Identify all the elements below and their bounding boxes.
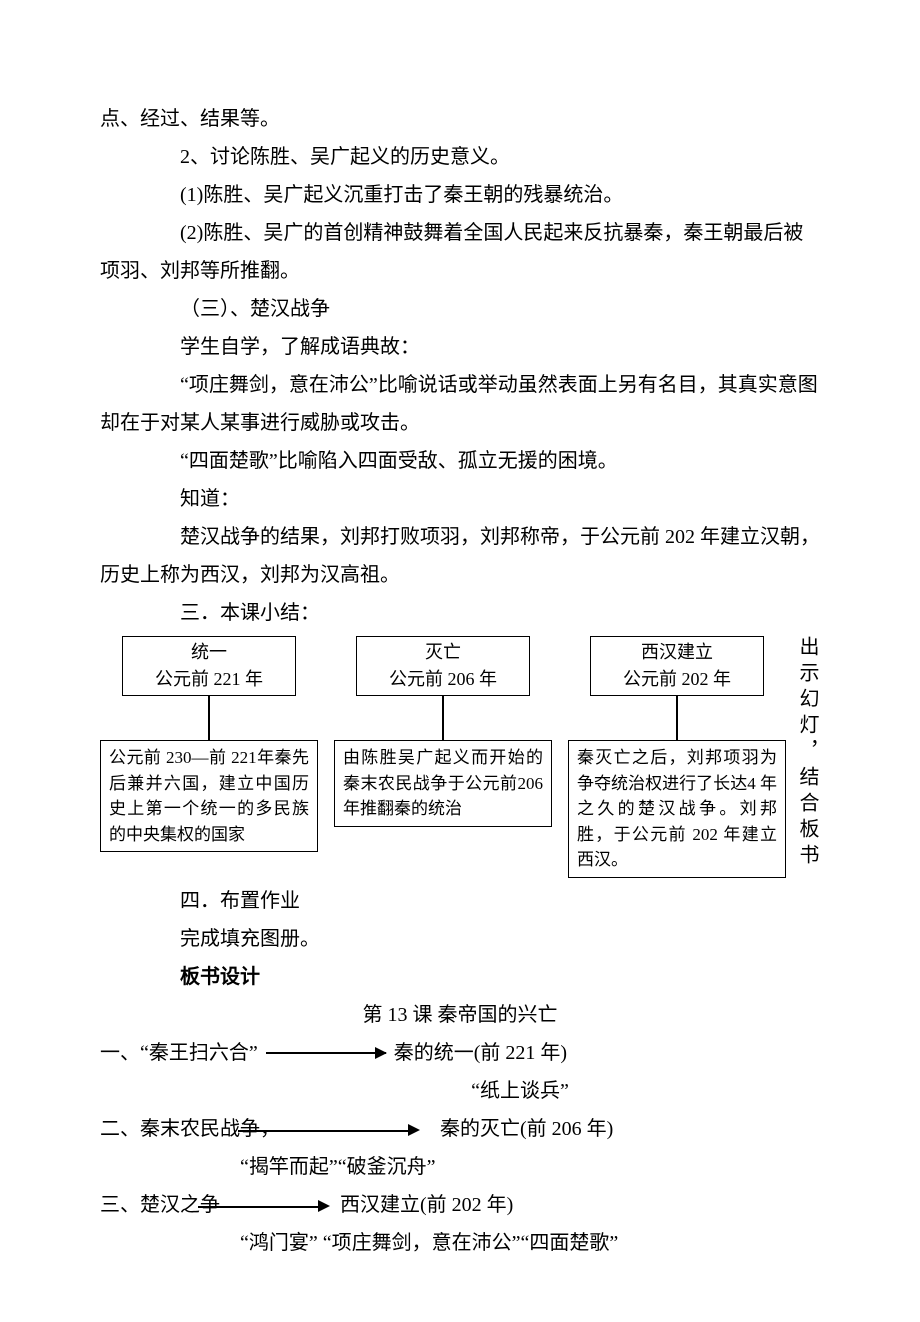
diagram-header-l2: 公元前 221 年	[129, 666, 289, 693]
diagram-header-box: 灭亡 公元前 206 年	[356, 636, 530, 696]
diagram-detail-box: 秦灭亡之后，刘邦项羽为争夺统治权进行了长达4 年之久的楚汉战争。刘邦胜，于公元前…	[568, 740, 786, 878]
strike-arrow: 争，	[240, 1110, 280, 1148]
arrow-head-icon	[318, 1200, 330, 1212]
board-left-strike: 争	[200, 1194, 220, 1216]
diagram-col-1: 统一 公元前 221 年 公元前 230—前 221年秦先后兼并六国，建立中国历…	[100, 636, 318, 852]
diagram-header-l1: 西汉建立	[597, 639, 757, 666]
diagram-top-row: 统一 公元前 221 年 公元前 230—前 221年秦先后兼并六国，建立中国历…	[100, 636, 786, 878]
body-text: 楚汉战争的结果，刘邦打败项羽，刘邦称帝，于公元前 202 年建立汉朝，历史上称为…	[100, 518, 820, 594]
diagram-connector	[208, 696, 210, 740]
arrow-line	[238, 1130, 408, 1132]
arrow-line	[198, 1206, 318, 1208]
body-text: 2、讨论陈胜、吴广起义的历史意义。	[100, 138, 820, 176]
section-heading: 三．本课小结：	[100, 594, 820, 632]
board-right: 秦的灭亡(前 206 年)	[440, 1110, 613, 1148]
board-row-1: 一、“秦王扫六合” 秦的统一(前 221 年)	[100, 1034, 820, 1072]
body-text: 知道：	[100, 480, 820, 518]
diagram-col-3: 西汉建立 公元前 202 年 秦灭亡之后，刘邦项羽为争夺统治权进行了长达4 年之…	[568, 636, 786, 878]
section-heading: 四．布置作业	[100, 882, 820, 920]
diagram-detail-box: 公元前 230—前 221年秦先后兼并六国，建立中国历史上第一个统一的多民族的中…	[100, 740, 318, 852]
body-text: 点、经过、结果等。	[100, 100, 820, 138]
diagram-header-box: 西汉建立 公元前 202 年	[590, 636, 764, 696]
body-text: 学生自学，了解成语典故：	[100, 328, 820, 366]
board-left-prefix: 三、楚汉之	[100, 1186, 200, 1224]
side-note: 出示幻灯，结合板书	[790, 632, 820, 870]
body-text: “四面楚歌”比喻陷入四面受敌、孤立无援的困境。	[100, 442, 820, 480]
strike-arrow: 争	[200, 1186, 220, 1224]
diagram-header-box: 统一 公元前 221 年	[122, 636, 296, 696]
board-right: 秦的统一(前 221 年)	[394, 1034, 567, 1072]
body-text: “项庄舞剑，意在沛公”比喻说话或举动虽然表面上另有名目，其真实意图却在于对某人某…	[100, 366, 820, 442]
body-text: (1)陈胜、吴广起义沉重打击了秦王朝的残暴统治。	[100, 176, 820, 214]
board-left-prefix: 二、秦末农民战	[100, 1110, 240, 1148]
board-right: 西汉建立(前 202 年)	[340, 1186, 513, 1224]
diagram-connector	[676, 696, 678, 740]
board-row-3: 三、楚汉之争 西汉建立(前 202 年)	[100, 1186, 820, 1224]
diagram-header-l2: 公元前 206 年	[363, 666, 523, 693]
section-heading-bold: 板书设计	[100, 958, 820, 996]
board-left: 一、“秦王扫六合”	[100, 1034, 258, 1072]
board-sub: “揭竿而起”“破釜沉舟”	[240, 1148, 820, 1186]
board-sub: “鸿门宴” “项庄舞剑，意在沛公”“四面楚歌”	[240, 1224, 820, 1262]
summary-block: 统一 公元前 221 年 公元前 230—前 221年秦先后兼并六国，建立中国历…	[100, 632, 820, 882]
board-left-strike: 争，	[240, 1118, 280, 1140]
diagram-header-l1: 统一	[129, 639, 289, 666]
board-row-2: 二、秦末农民战争， 秦的灭亡(前 206 年)	[100, 1110, 820, 1148]
diagram-detail-box: 由陈胜吴广起义而开始的秦末农民战争于公元前206 年推翻秦的统治	[334, 740, 552, 827]
document-page: 点、经过、结果等。 2、讨论陈胜、吴广起义的历史意义。 (1)陈胜、吴广起义沉重…	[0, 0, 920, 1322]
body-text: (2)陈胜、吴广的首创精神鼓舞着全国人民起来反抗暴秦，秦王朝最后被项羽、刘邦等所…	[100, 214, 820, 290]
board-sub: “纸上谈兵”	[220, 1072, 820, 1110]
body-text: （三）、楚汉战争	[100, 290, 820, 328]
summary-diagram: 统一 公元前 221 年 公元前 230—前 221年秦先后兼并六国，建立中国历…	[100, 632, 786, 882]
diagram-header-l1: 灭亡	[363, 639, 523, 666]
diagram-col-2: 灭亡 公元前 206 年 由陈胜吴广起义而开始的秦末农民战争于公元前206 年推…	[334, 636, 552, 827]
body-text: 完成填充图册。	[100, 920, 820, 958]
diagram-connector	[442, 696, 444, 740]
board-title: 第 13 课 秦帝国的兴亡	[100, 996, 820, 1034]
arrow-head-icon	[408, 1124, 420, 1136]
diagram-header-l2: 公元前 202 年	[597, 666, 757, 693]
